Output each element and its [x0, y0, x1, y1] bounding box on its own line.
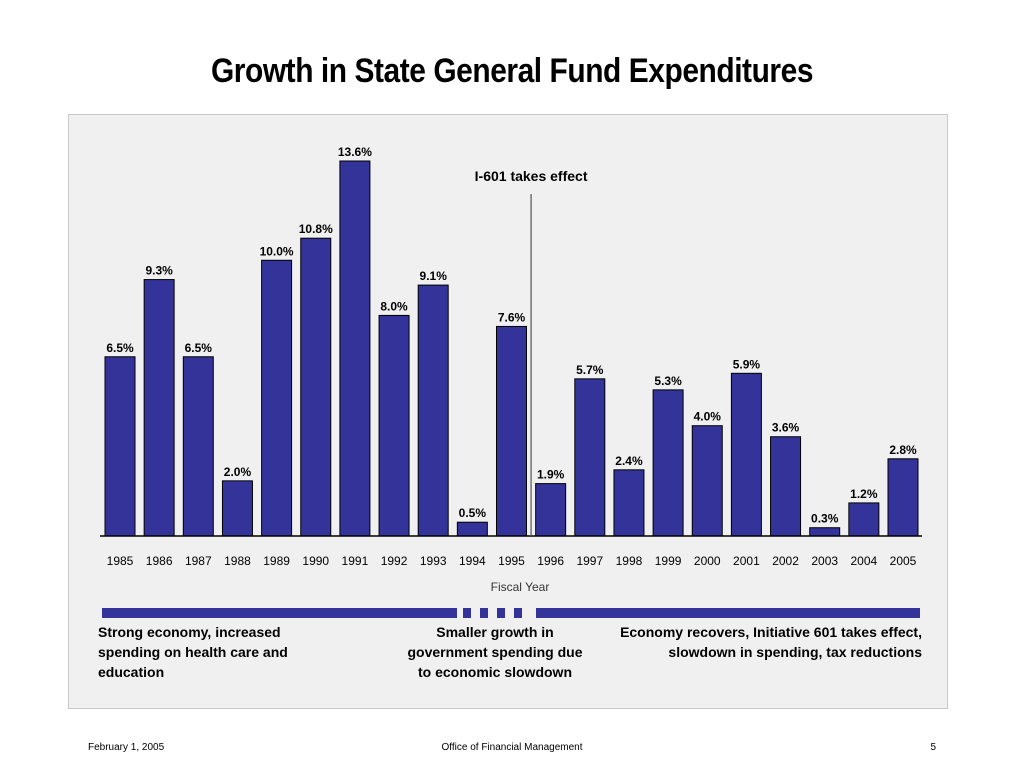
bar-1992 [378, 314, 410, 537]
bar-1985 [104, 356, 136, 537]
bar-2005 [887, 458, 919, 537]
bar-1990 [300, 237, 332, 537]
bar-2003 [809, 527, 841, 537]
footer-office: Office of Financial Management [441, 742, 583, 753]
value-label-2002: 3.6% [772, 421, 800, 435]
bar-2004 [848, 502, 880, 537]
period-bar-dash-2 [480, 608, 488, 618]
period-bar-dash-4 [514, 608, 522, 618]
tick-label-2001: 2001 [733, 554, 760, 568]
bar-1999 [652, 389, 684, 537]
tick-label-1987: 1987 [185, 554, 212, 568]
tick-label-1988: 1988 [224, 554, 251, 568]
bar-1994 [456, 521, 488, 537]
bar-1991 [339, 160, 371, 537]
footer-date: February 1, 2005 [88, 742, 165, 753]
bar-1998 [613, 469, 645, 537]
bar-1993 [417, 284, 449, 537]
x-axis-label: Fiscal Year [491, 580, 550, 594]
value-label-1997: 5.7% [576, 363, 604, 377]
annotation-label: I-601 takes effect [475, 168, 588, 184]
bar-2001 [730, 372, 762, 537]
tick-label-1992: 1992 [381, 554, 408, 568]
value-labels-group: 6.5% 9.3% 6.5% 2.0% 10.0% 10.8% 13.6% 8.0% 9.1% 0… [106, 145, 917, 526]
bar-1996 [535, 483, 567, 537]
bar-1988 [221, 480, 253, 537]
value-label-2000: 4.0% [694, 410, 722, 424]
bars-group [104, 160, 919, 537]
bar-1987 [182, 356, 214, 537]
tick-label-1995: 1995 [498, 554, 525, 568]
x-tick-labels-group: 1985 1986 1987 1988 1989 1990 1991 1992 1993 1994… [107, 554, 917, 568]
tick-label-2004: 2004 [850, 554, 877, 568]
value-label-1998: 2.4% [615, 454, 643, 468]
period-bar-solid-right [536, 608, 920, 618]
bar-2000 [691, 425, 723, 537]
value-label-1989: 10.0% [260, 244, 294, 258]
period-bar-dash-1 [463, 608, 471, 618]
tick-label-1999: 1999 [655, 554, 682, 568]
value-label-1987: 6.5% [185, 341, 213, 355]
bar-2002 [770, 436, 802, 537]
value-label-1992: 8.0% [380, 299, 408, 313]
tick-label-2003: 2003 [811, 554, 838, 568]
tick-label-1986: 1986 [146, 554, 173, 568]
value-label-1986: 9.3% [145, 264, 173, 278]
period-bar-solid-left [102, 608, 457, 618]
tick-label-1991: 1991 [342, 554, 369, 568]
tick-label-1985: 1985 [107, 554, 134, 568]
value-label-2001: 5.9% [733, 357, 761, 371]
period-bars-group [102, 608, 920, 618]
tick-label-1989: 1989 [263, 554, 290, 568]
period-note-middle: Smaller growth in government spending du… [407, 624, 583, 680]
period-bar-dash-3 [497, 608, 505, 618]
bar-1995 [496, 325, 527, 537]
tick-label-1997: 1997 [576, 554, 603, 568]
tick-label-2000: 2000 [694, 554, 721, 568]
tick-label-2005: 2005 [890, 554, 917, 568]
chart-title: Growth in State General Fund Expenditure… [210, 52, 814, 90]
value-label-1996: 1.9% [537, 468, 565, 482]
bar-1997 [574, 378, 606, 537]
value-label-2003: 0.3% [811, 512, 839, 526]
value-label-1999: 5.3% [654, 374, 682, 388]
value-label-1988: 2.0% [224, 465, 252, 479]
value-label-1995: 7.6% [498, 310, 526, 324]
tick-label-1993: 1993 [420, 554, 447, 568]
value-label-1990: 10.8% [299, 222, 333, 236]
value-label-1993: 9.1% [420, 269, 448, 283]
footer-page-number: 5 [930, 742, 936, 753]
tick-label-1994: 1994 [459, 554, 486, 568]
tick-label-1990: 1990 [302, 554, 329, 568]
value-label-2005: 2.8% [889, 443, 917, 457]
tick-label-1998: 1998 [616, 554, 643, 568]
bar-1989 [261, 259, 293, 537]
value-label-2004: 1.2% [850, 487, 878, 501]
value-label-1985: 6.5% [106, 341, 134, 355]
value-label-1994: 0.5% [459, 506, 487, 520]
tick-label-1996: 1996 [537, 554, 564, 568]
value-label-1991: 13.6% [338, 145, 372, 159]
period-note-right: Economy recovers, Initiative 601 takes e… [620, 624, 922, 660]
tick-label-2002: 2002 [772, 554, 799, 568]
period-note-left: Strong economy, increased spending on he… [98, 624, 288, 680]
bar-1986 [143, 279, 175, 537]
